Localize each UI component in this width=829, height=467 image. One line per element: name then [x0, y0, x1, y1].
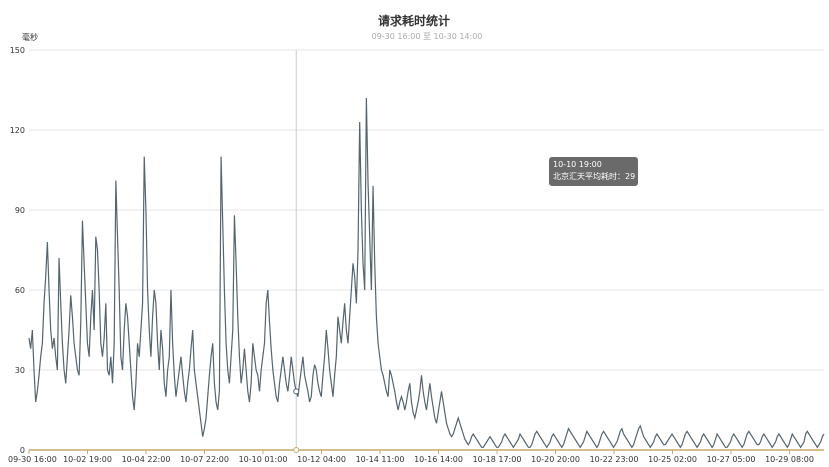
- tooltip-time: 10-10 19:00: [553, 160, 602, 169]
- y-tick-label: 150: [10, 46, 25, 55]
- axis-pointer-point: [293, 447, 300, 453]
- x-tick-label: 09-30 16:00: [8, 455, 57, 464]
- y-tick-label: 90: [15, 206, 25, 215]
- x-tick-label: 10-04 22:00: [122, 455, 171, 464]
- x-tick-label: 10-18 17:00: [473, 455, 522, 464]
- hover-point: [293, 388, 300, 395]
- series-markers: [293, 388, 300, 453]
- x-tick-label: 10-02 19:00: [63, 455, 112, 464]
- y-axis-ticks: 0 30 60 90 120 150: [10, 46, 25, 455]
- x-tick-label: 10-16 14:00: [414, 455, 463, 464]
- x-tick-label: 10-10 01:00: [239, 455, 288, 464]
- chart-title: 请求耗时统计: [378, 13, 450, 28]
- x-axis-ticks: 09-30 16:00 10-02 19:00 10-04 22:00 10-07 2…: [8, 450, 814, 464]
- chart-subtitle: 09-30 16:00 至 10-30 14:00: [372, 32, 483, 41]
- x-tick-label: 10-20 20:00: [531, 455, 580, 464]
- x-tick-label: 10-25 02:00: [648, 455, 697, 464]
- x-tick-label: 10-14 11:00: [356, 455, 405, 464]
- x-tick-label: 10-22 23:00: [590, 455, 639, 464]
- series-line: [28, 97, 825, 449]
- y-tick-label: 30: [15, 366, 25, 375]
- y-tick-label: 0: [20, 446, 25, 455]
- x-tick-label: 10-27 05:00: [707, 455, 756, 464]
- y-tick-label: 60: [15, 286, 25, 295]
- x-tick-label: 10-07 22:00: [180, 455, 229, 464]
- x-tick-label: 10-29 08:00: [765, 455, 814, 464]
- grid-lines: [29, 49, 824, 371]
- y-axis-unit: 毫秒: [22, 32, 38, 42]
- tooltip-value: 北京汇天平均耗时：29: [553, 172, 636, 181]
- x-tick-label: 10-12 04:00: [297, 455, 346, 464]
- chart-tooltip: 10-10 19:00 北京汇天平均耗时：29: [549, 157, 638, 186]
- y-tick-label: 120: [10, 126, 25, 135]
